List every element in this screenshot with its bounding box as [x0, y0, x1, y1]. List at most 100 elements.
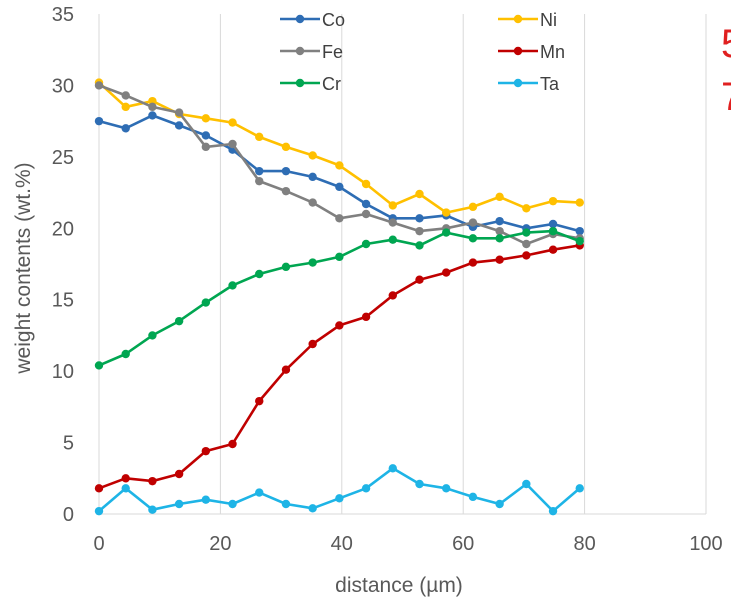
data-point-cr [522, 228, 531, 237]
data-point-cr [255, 269, 264, 279]
x-tick-label: 0 [93, 533, 104, 555]
data-point-ni [575, 198, 584, 207]
data-point-cr [361, 239, 371, 249]
data-point-ta [522, 479, 531, 489]
cropped-text-top: 5 [721, 22, 731, 66]
x-tick-label: 100 [689, 533, 722, 555]
data-point-ta [201, 495, 211, 504]
y-tick-label: 5 [63, 433, 74, 455]
data-point-ta [361, 484, 371, 493]
data-point-cr [442, 228, 451, 237]
series-line-mn [98, 244, 580, 490]
data-point-mn [228, 439, 237, 449]
data-point-co [94, 116, 104, 126]
data-point-cr [495, 234, 504, 243]
data-point-mn [442, 268, 451, 277]
data-point-mn [174, 469, 184, 479]
data-point-cr [148, 331, 157, 340]
series-ta [94, 464, 584, 516]
data-point-ni [388, 201, 397, 210]
data-point-mn [94, 484, 104, 493]
series-line-ni [98, 81, 580, 214]
legend-item-cr: Cr [280, 74, 341, 94]
data-point-ni [255, 132, 264, 142]
data-point-cr [174, 316, 184, 326]
data-point-ni [228, 118, 237, 127]
data-point-ni [468, 202, 478, 212]
data-point-ta [442, 484, 451, 493]
data-point-ta [148, 505, 157, 514]
data-point-co [495, 216, 504, 226]
legend-label: Ta [540, 74, 560, 94]
data-point-co [308, 172, 317, 182]
data-point-ni [201, 114, 211, 123]
data-point-co [201, 131, 211, 140]
data-point-fe [121, 91, 130, 100]
data-point-cr [575, 236, 584, 246]
legend: Co Ni Fe Mn Cr Ta [280, 10, 565, 94]
data-point-fe [308, 198, 317, 207]
series-fe [94, 81, 584, 249]
x-axis-title: distance (µm) [335, 574, 463, 597]
data-point-ni [548, 196, 558, 206]
legend-swatch-marker [513, 46, 523, 56]
data-point-ni [442, 208, 451, 217]
data-point-ta [495, 499, 504, 509]
data-point-ta [308, 504, 317, 513]
y-tick-label: 25 [52, 147, 74, 169]
data-point-mn [308, 339, 317, 349]
data-point-ta [335, 494, 344, 503]
data-point-ta [575, 484, 584, 493]
legend-item-co: Co [280, 10, 345, 30]
data-point-co [415, 214, 424, 223]
data-point-mn [281, 365, 291, 374]
data-point-mn [335, 321, 344, 330]
data-point-ni [308, 151, 317, 160]
data-point-ni [415, 189, 424, 199]
series-cr [94, 226, 584, 370]
legend-item-mn: Mn [498, 42, 565, 62]
data-point-fe [335, 214, 344, 223]
data-point-fe [255, 176, 264, 186]
data-point-cr [228, 281, 237, 290]
data-point-co [281, 166, 291, 176]
data-point-co [174, 121, 184, 130]
data-point-fe [281, 186, 291, 196]
data-point-co [148, 111, 157, 120]
data-point-cr [121, 349, 130, 359]
data-point-mn [255, 396, 264, 406]
data-point-co [121, 124, 130, 133]
data-point-ta [228, 499, 237, 509]
legend-swatch-marker [513, 78, 523, 88]
data-point-cr [468, 234, 478, 243]
data-point-cr [201, 298, 211, 307]
data-point-ni [361, 179, 371, 189]
legend-label: Ni [540, 10, 557, 30]
data-point-co [548, 219, 558, 229]
legend-item-ta: Ta [498, 74, 560, 94]
legend-label: Cr [322, 74, 341, 94]
data-point-mn [495, 255, 504, 264]
data-point-mn [522, 251, 531, 260]
data-point-mn [468, 258, 478, 267]
y-tick-label: 15 [52, 290, 74, 312]
x-tick-label: 80 [573, 533, 595, 555]
data-point-co [335, 182, 344, 192]
axis-layer: 0 20 40 60 80 100 0 5 10 15 20 25 30 35 [52, 4, 723, 555]
data-point-fe [522, 239, 531, 249]
data-point-mn [148, 476, 157, 486]
data-point-co [255, 166, 264, 176]
data-point-mn [415, 275, 424, 284]
series-ni [94, 78, 584, 217]
legend-label: Fe [322, 42, 343, 62]
data-point-ta [548, 506, 558, 516]
series-line-cr [98, 229, 581, 367]
data-point-cr [94, 361, 104, 370]
data-point-ni [495, 192, 504, 202]
series-line-co [98, 114, 581, 233]
legend-swatch-marker [513, 14, 523, 24]
data-point-cr [388, 235, 397, 244]
cropped-text-bottom: 7 [721, 75, 731, 119]
